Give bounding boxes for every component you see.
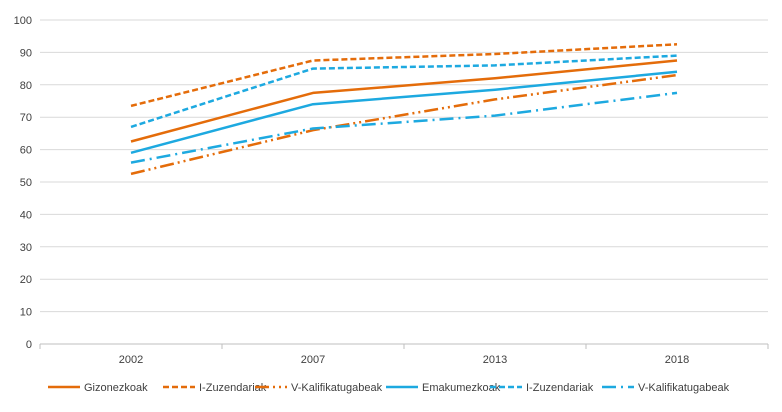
y-axis: 0 10 20 30 40 50 60 70 80 90 100 [14,15,32,351]
legend-label: I-Zuzendariak [199,382,267,394]
legend-label: I-Zuzendariak [526,382,594,394]
y-tick-label: 90 [20,47,32,59]
y-tick-label: 50 [20,177,32,189]
legend-label: Gizonezkoak [84,382,148,394]
legend-label: V-Kalifikatugabeak [291,382,383,394]
y-tick-label: 60 [20,145,32,157]
y-tick-label: 10 [20,307,32,319]
y-tick-label: 100 [14,15,32,27]
x-tick-label: 2002 [119,354,143,366]
series-line [130,70,678,155]
y-tick-label: 70 [20,112,32,124]
x-tick-label: 2018 [665,354,689,366]
y-tick-label: 80 [20,80,32,92]
series-line [130,91,678,164]
legend: Gizonezkoak I-Zuzendariak V-Kalifikatugabe… [48,382,730,394]
series-lines [130,43,678,176]
series-line [130,54,678,129]
series-line [130,43,678,108]
legend-label: Emakumezkoak [422,382,501,394]
x-axis: 2002 2007 2013 2018 [39,343,769,366]
x-tick-label: 2013 [483,354,507,366]
gridlines [40,19,768,313]
y-tick-label: 30 [20,242,32,254]
series-line [130,59,678,143]
x-tick-label: 2007 [301,354,325,366]
y-tick-label: 40 [20,209,32,221]
series-line [130,73,678,176]
y-tick-label: 20 [20,274,32,286]
y-tick-label: 0 [26,339,32,351]
legend-label: V-Kalifikatugabeak [638,382,730,394]
